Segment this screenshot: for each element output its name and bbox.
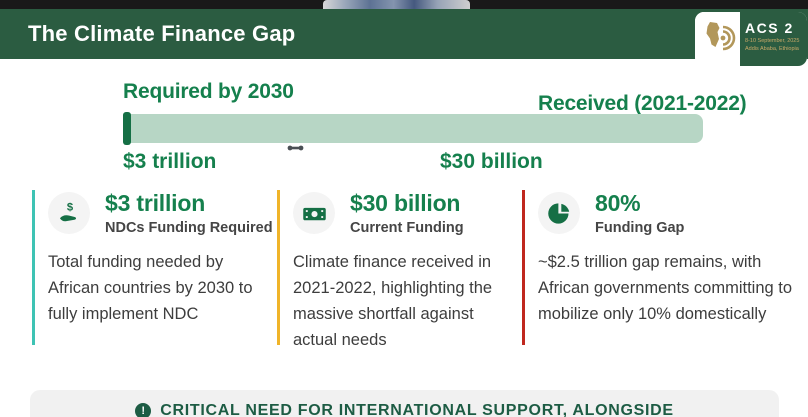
- pie-chart-icon: [538, 192, 580, 234]
- funding-bar: [123, 112, 703, 145]
- stat-value: 80%: [595, 190, 641, 216]
- stat-card-ndcs-funding: $ $3 trillion NDCs Funding Required Tota…: [32, 190, 276, 345]
- exclamation-icon: !: [135, 403, 152, 417]
- received-value: $30 billion: [440, 150, 543, 173]
- required-label: Required by 2030: [123, 80, 294, 103]
- logo-date: 8-10 September, 2025: [745, 38, 800, 44]
- logo-title: ACS 2: [745, 20, 794, 36]
- stat-value: $30 billion: [350, 190, 461, 216]
- africa-logo-icon: [695, 12, 740, 66]
- page-title: The Climate Finance Gap: [28, 21, 296, 46]
- hand-dollar-icon: $: [48, 192, 90, 234]
- stat-label: NDCs Funding Required: [105, 220, 273, 236]
- critical-need-banner: ! CRITICAL NEED FOR INTERNATIONAL SUPPOR…: [30, 390, 779, 417]
- banner-text: CRITICAL NEED FOR INTERNATIONAL SUPPORT,…: [160, 402, 674, 417]
- stat-label: Funding Gap: [595, 220, 685, 236]
- received-bar-segment: [123, 112, 131, 145]
- stat-card-funding-gap: 80% Funding Gap ~$2.5 trillion gap remai…: [522, 190, 794, 345]
- stat-description: Climate finance received in 2021-2022, h…: [293, 253, 493, 349]
- resize-cursor-icon: [287, 139, 304, 151]
- slide-header: The Climate Finance Gap ACS 2 8-10 Septe…: [0, 9, 808, 66]
- top-black-bar: [0, 0, 808, 9]
- required-value: $3 trillion: [123, 150, 217, 173]
- stat-description: Total funding needed by African countrie…: [48, 253, 253, 323]
- received-label: Received (2021-2022): [538, 92, 747, 115]
- stat-value: $3 trillion: [105, 190, 206, 216]
- svg-text:$: $: [66, 201, 73, 213]
- stat-label: Current Funding: [350, 220, 464, 236]
- video-thumbnail-edge[interactable]: [323, 0, 470, 9]
- acs2-logo-badge: ACS 2 8-10 September, 2025 Addis Ababa, …: [695, 12, 807, 66]
- banknote-icon: [293, 192, 335, 234]
- acs2-logo-text: ACS 2 8-10 September, 2025 Addis Ababa, …: [740, 12, 807, 66]
- logo-location: Addis Ababa, Ethiopia: [745, 46, 799, 52]
- stat-card-current-funding: $30 billion Current Funding Climate fina…: [277, 190, 521, 349]
- stat-description: ~$2.5 trillion gap remains, with African…: [538, 253, 793, 323]
